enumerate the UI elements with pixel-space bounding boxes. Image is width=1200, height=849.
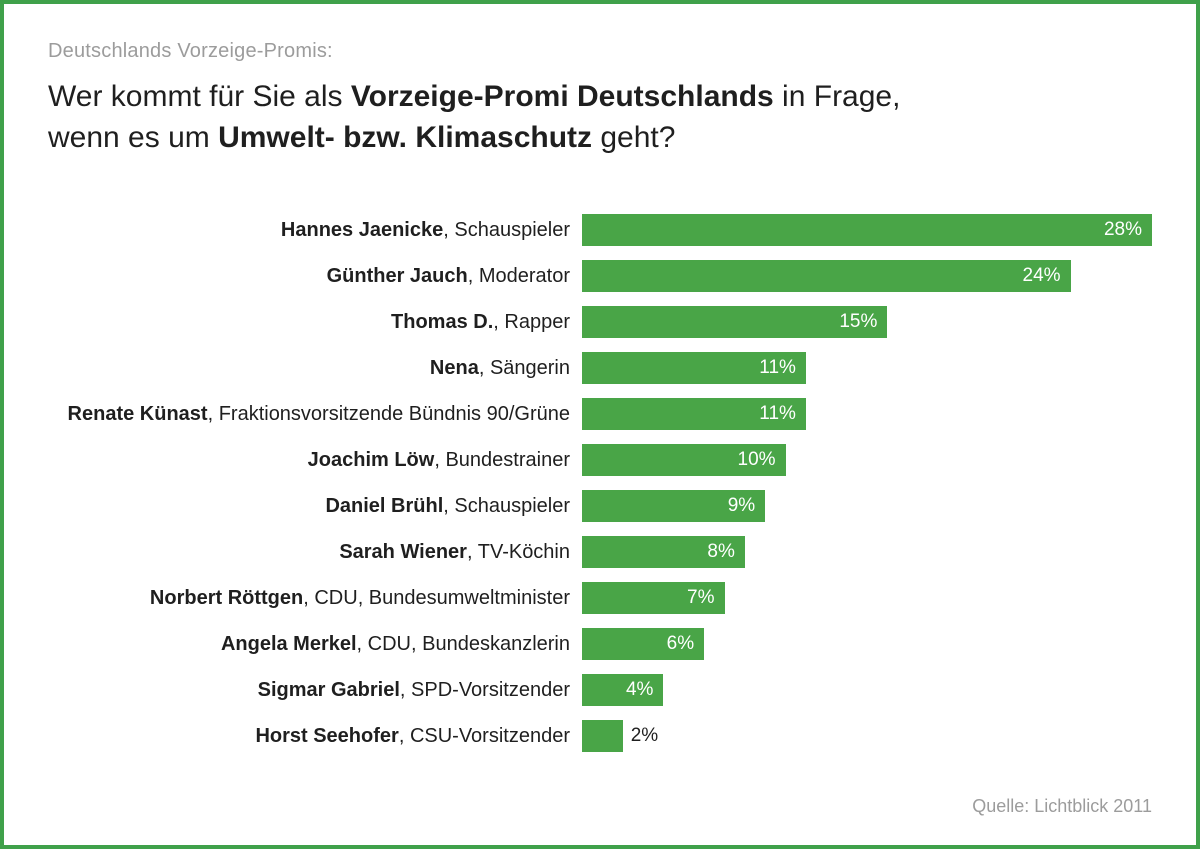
source-text: Quelle: Lichtblick 2011 [972, 796, 1152, 817]
bar-row: Horst Seehofer, CSU-Vorsitzender2% [48, 720, 1152, 752]
bar-label-name: Horst Seehofer [255, 725, 398, 747]
bar-label-name: Günther Jauch [327, 265, 468, 287]
bar-label-role: Schauspieler [454, 495, 570, 517]
bar-row: Sarah Wiener, TV-Köchin 8% [48, 536, 1152, 568]
bar-label: Norbert Röttgen, CDU, Bundesumweltminist… [48, 587, 582, 610]
bar-label: Günther Jauch, Moderator [48, 265, 582, 288]
bar-pct: 2% [631, 725, 658, 747]
bar-track: 9% [582, 490, 1152, 522]
bar-label-role: Schauspieler [454, 219, 570, 241]
bar-chart: Hannes Jaenicke, Schauspieler 28% Günther … [48, 214, 1152, 752]
bar: 28% [582, 214, 1152, 246]
bar: 8% [582, 536, 745, 568]
bar-row: Sigmar Gabriel, SPD-Vorsitzender 4% [48, 674, 1152, 706]
bar-label: Hannes Jaenicke, Schauspieler [48, 219, 582, 242]
bar-track: 8% [582, 536, 1152, 568]
bar-track: 15% [582, 306, 1152, 338]
chart-frame: Deutschlands Vorzeige-Promis: Wer kommt … [0, 0, 1200, 849]
headline-bold1: Vorzeige-Promi Deutschlands [351, 80, 774, 113]
bar-label: Thomas D., Rapper [48, 311, 582, 334]
bar-pct: 8% [707, 541, 734, 563]
bar-label: Horst Seehofer, CSU-Vorsitzender [48, 725, 582, 748]
bar-track: 24% [582, 260, 1152, 292]
bar-label-role: Sängerin [490, 357, 570, 379]
bar-label-role: CSU-Vorsitzender [410, 725, 570, 747]
headline-bold2: Umwelt- bzw. Klimaschutz [218, 121, 592, 154]
bar-label: Sarah Wiener, TV-Köchin [48, 541, 582, 564]
bar-pct: 4% [626, 679, 653, 701]
bar-pct: 10% [738, 449, 776, 471]
eyebrow-text: Deutschlands Vorzeige-Promis: [48, 40, 1152, 63]
bar: 7% [582, 582, 725, 614]
bar-label-name: Daniel Brühl [325, 495, 443, 517]
bar-label: Angela Merkel, CDU, Bundeskanzlerin [48, 633, 582, 656]
bar-pct: 28% [1104, 219, 1142, 241]
bar-label-name: Hannes Jaenicke [281, 219, 443, 241]
headline-part2: in Frage, [774, 80, 901, 113]
headline-part1: Wer kommt für Sie als [48, 80, 351, 113]
bar-track: 11% [582, 398, 1152, 430]
bar-row: Joachim Löw, Bundestrainer 10% [48, 444, 1152, 476]
bar: 6% [582, 628, 704, 660]
bar-pct: 11% [759, 403, 796, 425]
bar-label-name: Sigmar Gabriel [258, 679, 400, 701]
bar-track: 28% [582, 214, 1152, 246]
bar-label: Daniel Brühl, Schauspieler [48, 495, 582, 518]
headline: Wer kommt für Sie als Vorzeige-Promi Deu… [48, 77, 1152, 158]
bar-pct: 6% [667, 633, 694, 655]
bar-label: Sigmar Gabriel, SPD-Vorsitzender [48, 679, 582, 702]
bar-pct: 15% [839, 311, 877, 333]
bar: 9% [582, 490, 765, 522]
bar-label-name: Thomas D. [391, 311, 493, 333]
bar-label: Renate Künast, Fraktionsvorsitzende Bünd… [48, 403, 582, 426]
bar-row: Daniel Brühl, Schauspieler 9% [48, 490, 1152, 522]
bar: 11% [582, 352, 806, 384]
bar-label-name: Sarah Wiener [339, 541, 467, 563]
bar-track: 6% [582, 628, 1152, 660]
bar-label-role: Bundestrainer [445, 449, 570, 471]
bar-row: Norbert Röttgen, CDU, Bundesumweltminist… [48, 582, 1152, 614]
bar-label-name: Joachim Löw [308, 449, 435, 471]
bar-pct: 24% [1023, 265, 1061, 287]
bar-label-role: SPD-Vorsitzender [411, 679, 570, 701]
bar-label: Nena, Sängerin [48, 357, 582, 380]
bar-label-name: Renate Künast [68, 403, 208, 425]
bar-row: Nena, Sängerin 11% [48, 352, 1152, 384]
bar: 24% [582, 260, 1071, 292]
bar-label-role: Fraktionsvorsitzende Bündnis 90/Grüne [219, 403, 570, 425]
bar-label-role: Moderator [479, 265, 570, 287]
bar-row: Thomas D., Rapper 15% [48, 306, 1152, 338]
bar-track: 2% [582, 720, 1152, 752]
bar: 2% [582, 720, 623, 752]
bar-track: 10% [582, 444, 1152, 476]
bar-label-role: TV-Köchin [478, 541, 570, 563]
bar-label-role: CDU, Bundeskanzlerin [368, 633, 570, 655]
bar: 4% [582, 674, 663, 706]
bar: 15% [582, 306, 887, 338]
bar-label: Joachim Löw, Bundestrainer [48, 449, 582, 472]
bar-track: 11% [582, 352, 1152, 384]
bar: 10% [582, 444, 786, 476]
bar-track: 4% [582, 674, 1152, 706]
bar-pct: 9% [728, 495, 755, 517]
bar-label-role: Rapper [504, 311, 570, 333]
bar-row: Günther Jauch, Moderator 24% [48, 260, 1152, 292]
bar-row: Renate Künast, Fraktionsvorsitzende Bünd… [48, 398, 1152, 430]
bar-label-name: Norbert Röttgen [150, 587, 303, 609]
bar-pct: 11% [759, 357, 796, 379]
bar-pct: 7% [687, 587, 714, 609]
bar-label-name: Nena [430, 357, 479, 379]
headline-part3: wenn es um [48, 121, 218, 154]
bar-row: Hannes Jaenicke, Schauspieler 28% [48, 214, 1152, 246]
headline-part4: geht? [592, 121, 675, 154]
bar-row: Angela Merkel, CDU, Bundeskanzlerin 6% [48, 628, 1152, 660]
bar: 11% [582, 398, 806, 430]
bar-track: 7% [582, 582, 1152, 614]
bar-label-role: CDU, Bundesumweltminister [314, 587, 570, 609]
bar-label-name: Angela Merkel [221, 633, 357, 655]
